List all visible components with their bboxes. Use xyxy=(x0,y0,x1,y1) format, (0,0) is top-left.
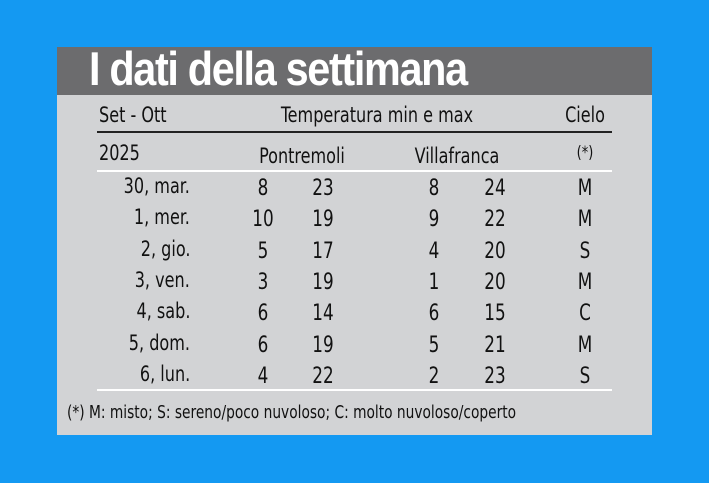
pontremoli-max: 19 xyxy=(312,269,334,295)
villafranca-max: 23 xyxy=(484,363,506,389)
villafranca-min: 4 xyxy=(428,238,440,264)
row-day: 1, mer. xyxy=(133,205,190,230)
villafranca-min: 1 xyxy=(428,269,440,295)
row-day: 3, ven. xyxy=(134,267,190,292)
pontremoli-max: 23 xyxy=(312,176,334,201)
pontremoli-max: 14 xyxy=(312,301,334,327)
villafranca-min: 9 xyxy=(428,207,440,233)
villafranca-max: 20 xyxy=(484,269,506,295)
villafranca-min: 8 xyxy=(428,176,440,201)
villafranca-min: 6 xyxy=(428,301,440,327)
subheader-divider xyxy=(97,170,612,172)
row-sky: M xyxy=(577,207,593,233)
villafranca-max: 20 xyxy=(484,238,506,264)
row-sky: M xyxy=(577,176,593,201)
row-day: 2, gio. xyxy=(140,236,190,261)
title-bar: I dati della settimana xyxy=(57,42,652,95)
table-bottom-divider xyxy=(97,389,612,391)
row-sky: M xyxy=(577,269,593,295)
row-day: 30, mar. xyxy=(123,174,190,198)
pontremoli-max: 19 xyxy=(312,207,334,233)
header-period: Set - Ott xyxy=(99,103,167,127)
row-sky: C xyxy=(579,301,591,327)
footnote: (*) M: misto; S: sereno/poco nuvoloso; C… xyxy=(67,402,517,423)
villafranca-max: 22 xyxy=(484,207,506,233)
row-day: 6, lun. xyxy=(139,361,190,386)
pontremoli-max: 22 xyxy=(312,363,334,389)
header-sky: Cielo xyxy=(565,103,605,127)
villafranca-min: 2 xyxy=(428,363,440,389)
villafranca-max: 21 xyxy=(484,332,506,358)
header-temperature: Temperatura min e max xyxy=(280,103,474,127)
pontremoli-max: 19 xyxy=(312,332,334,358)
villafranca-min: 5 xyxy=(428,332,440,358)
subheader-city-pontremoli: Pontremoli xyxy=(259,144,345,168)
header-divider xyxy=(97,131,612,133)
row-day: 5, dom. xyxy=(128,330,190,355)
row-day: 4, sab. xyxy=(136,299,190,324)
row-sky: S xyxy=(579,363,591,389)
pontremoli-min: 5 xyxy=(257,238,269,264)
villafranca-max: 24 xyxy=(484,176,506,201)
pontremoli-min: 4 xyxy=(257,363,269,389)
row-sky: M xyxy=(577,332,593,358)
subheader-year: 2025 xyxy=(99,141,140,165)
pontremoli-min: 6 xyxy=(257,301,269,327)
subheader-city-villafranca: Villafranca xyxy=(414,144,500,168)
pontremoli-min: 8 xyxy=(257,176,269,201)
page-title: I dati della settimana xyxy=(89,42,468,95)
pontremoli-min: 6 xyxy=(257,332,269,358)
villafranca-max: 15 xyxy=(484,301,506,327)
pontremoli-max: 17 xyxy=(312,238,334,264)
subheader-sky-note: (*) xyxy=(576,143,594,163)
row-sky: S xyxy=(579,238,591,264)
pontremoli-min: 3 xyxy=(257,269,269,295)
weekly-data-table: I dati della settimana Set - Ott Tempera… xyxy=(57,42,652,435)
pontremoli-min: 10 xyxy=(252,207,274,233)
